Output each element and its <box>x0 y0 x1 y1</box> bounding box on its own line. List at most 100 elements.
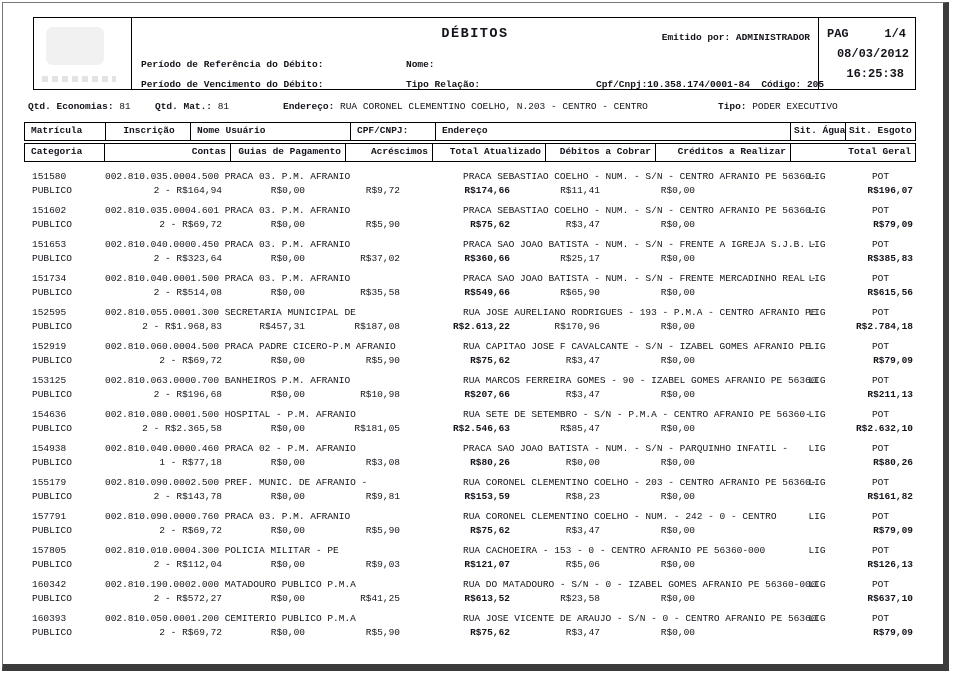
qty-mat-label: Qtd. Mat.: <box>155 101 213 112</box>
table-record: 155179 002.810.090.0002.500 PREF. MUNIC. … <box>24 476 916 510</box>
row-total-geral: R$79,09 <box>873 627 913 638</box>
row-total-geral: R$615,56 <box>867 287 913 298</box>
row-creditos-realizar: R$0,00 <box>660 355 695 366</box>
row-inscricao: 002.810.080.0001.500 <box>105 409 220 420</box>
report-time: 16:25:38 <box>846 67 904 81</box>
table-record: 151734 002.810.040.0001.500 PRACA 03. P.M… <box>24 272 916 306</box>
row-contas: 1 - R$77,18 <box>159 457 222 468</box>
row-guias: R$0,00 <box>270 627 305 638</box>
row-total-geral: R$385,83 <box>867 253 913 264</box>
row-sit-esgoto: POT <box>871 579 890 590</box>
row-sit-esgoto: POT <box>871 171 890 182</box>
row-guias: R$0,00 <box>270 355 305 366</box>
row-inscricao-nome: 002.810.190.0002.000 MATADOURO PUBLICO P… <box>105 578 356 591</box>
row-matricula: 154938 <box>32 443 67 454</box>
row-nome-usuario: SECRETARIA MUNICIPAL DE <box>224 307 356 318</box>
row-acrescimos: R$10,98 <box>360 389 400 400</box>
row-endereco: PRACA SEBASTIAO COELHO - NUM. - S/N - CE… <box>463 205 817 216</box>
row-debitos-cobrar: R$3,47 <box>565 355 600 366</box>
row-creditos-realizar: R$0,00 <box>660 593 695 604</box>
row-matricula: 152595 <box>32 307 67 318</box>
row-endereco: PRACA SEBASTIAO COELHO - NUM. - S/N - CE… <box>463 171 817 182</box>
row-sit-esgoto: POT <box>871 613 890 624</box>
row-nome-usuario: PRACA 03. P.M. AFRANIO <box>224 239 351 250</box>
col-sit-esgoto: Sit. Esgoto <box>849 125 912 136</box>
table-record: 153125 002.810.063.0000.700 BANHEIROS P.M… <box>24 374 916 408</box>
cpf-cnpj: Cpf/Cnpj:10.358.174/0001-84 Código: 205 <box>596 79 824 90</box>
row-endereco: RUA SETE DE SETEMBRO - S/N - P.M.A - CEN… <box>463 409 811 420</box>
row-debitos-cobrar: R$3,47 <box>565 525 600 536</box>
logo-placeholder <box>46 27 104 65</box>
table-record: 151602 002.810.035.0004.601 PRACA 03. P.M… <box>24 204 916 238</box>
table-record: 160342 002.810.190.0002.000 MATADOURO PUB… <box>24 578 916 612</box>
row-inscricao-nome: 002.810.055.0001.300 SECRETARIA MUNICIPA… <box>105 306 356 319</box>
row-acrescimos: R$9,03 <box>365 559 400 570</box>
row-contas: 2 - R$164,94 <box>153 185 222 196</box>
row-creditos-realizar: R$0,00 <box>660 321 695 332</box>
row-matricula: 160342 <box>32 579 67 590</box>
row-endereco: PRACA SAO JOAO BATISTA - NUM. - S/N - PA… <box>463 443 788 454</box>
row-sit-esgoto: POT <box>871 409 890 420</box>
row-inscricao-nome: 002.810.040.0000.460 PRACA 02 - P.M. AFR… <box>105 442 356 455</box>
col-matricula: Matrícula <box>25 123 106 140</box>
row-sit-esgoto: POT <box>871 341 890 352</box>
row-matricula: 153125 <box>32 375 67 386</box>
qty-economies: Qtd. Economias: 81 <box>28 101 131 112</box>
row-total-geral: R$637,10 <box>867 593 913 604</box>
row-creditos-realizar: R$0,00 <box>660 389 695 400</box>
table-record: 152919 002.810.060.0004.500 PRACA PADRE C… <box>24 340 916 374</box>
row-guias: R$0,00 <box>270 491 305 502</box>
row-total-atualizado: R$153,59 <box>464 491 510 502</box>
row-acrescimos: R$187,08 <box>354 321 400 332</box>
page-info-cell: PAG 1/4 08/03/2012 16:25:38 <box>818 18 915 89</box>
logo-cell <box>34 18 132 89</box>
row-total-atualizado: R$75,62 <box>470 627 510 638</box>
row-endereco: RUA CAPITAO JOSE F CAVALCANTE - S/N - IZ… <box>463 341 811 352</box>
row-matricula: 151734 <box>32 273 67 284</box>
row-total-geral: R$161,82 <box>867 491 913 502</box>
row-guias: R$0,00 <box>270 219 305 230</box>
row-contas: 2 - R$1.968,83 <box>142 321 222 332</box>
logo-watermark <box>42 76 116 82</box>
report-header: DÉBITOS Emitido por: ADMINISTRADOR Perío… <box>33 17 916 90</box>
address-value: RUA CORONEL CLEMENTINO COELHO, N.203 - C… <box>340 101 648 112</box>
row-guias: R$0,00 <box>270 287 305 298</box>
entity-type-value: PODER EXECUTIVO <box>752 101 838 112</box>
row-sit-agua: LIG <box>808 341 826 352</box>
emitted-by-label: Emitido por: <box>661 32 731 43</box>
col-total-geral: Total Geral <box>848 146 911 157</box>
col-cpf-cnpj: CPF/CNPJ: <box>351 123 436 140</box>
row-total-atualizado: R$613,52 <box>464 593 510 604</box>
row-inscricao: 002.810.040.0000.450 <box>105 239 220 250</box>
emitted-by-value: ADMINISTRADOR <box>735 32 810 43</box>
page-number: PAG 1/4 <box>827 27 906 41</box>
row-endereco: RUA JOSE VICENTE DE ARAUJO - S/N - 0 - C… <box>463 613 817 624</box>
row-inscricao: 002.810.040.0001.500 <box>105 273 220 284</box>
row-categoria: PUBLICO <box>32 219 72 230</box>
row-sit-esgoto: POT <box>871 443 890 454</box>
row-contas: 2 - R$2.365,58 <box>142 423 222 434</box>
row-matricula: 154636 <box>32 409 67 420</box>
row-contas: 2 - R$572,27 <box>153 593 222 604</box>
row-debitos-cobrar: R$0,00 <box>565 457 600 468</box>
row-nome-usuario: HOSPITAL - P.M. AFRANIO <box>224 409 356 420</box>
row-inscricao: 002.810.190.0002.000 <box>105 579 220 590</box>
col-endereco: Endereço <box>436 123 791 140</box>
row-inscricao: 002.810.050.0001.200 <box>105 613 220 624</box>
row-inscricao: 002.810.090.0002.500 <box>105 477 220 488</box>
row-creditos-realizar: R$0,00 <box>660 253 695 264</box>
row-guias: R$0,00 <box>270 559 305 570</box>
row-nome-usuario: PREF. MUNIC. DE AFRANIO - <box>224 477 368 488</box>
row-contas: 2 - R$143,78 <box>153 491 222 502</box>
row-inscricao: 002.810.060.0004.500 <box>105 341 220 352</box>
row-acrescimos: R$37,02 <box>360 253 400 264</box>
row-creditos-realizar: R$0,00 <box>660 491 695 502</box>
row-acrescimos: R$9,81 <box>365 491 400 502</box>
cpf-cnpj-value: Cpf/Cnpj:10.358.174/0001-84 <box>596 79 750 90</box>
table-record: 151580 002.810.035.0004.500 PRACA 03. P.M… <box>24 170 916 204</box>
row-total-geral: R$79,09 <box>873 525 913 536</box>
row-sit-agua: LIG <box>808 409 826 420</box>
row-sit-agua: LIG <box>808 613 826 624</box>
row-creditos-realizar: R$0,00 <box>660 525 695 536</box>
